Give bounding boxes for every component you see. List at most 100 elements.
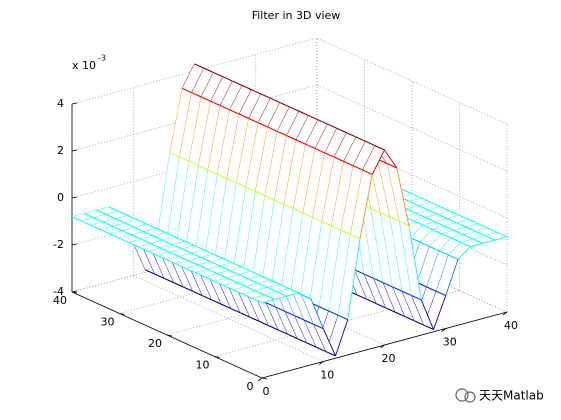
mesh-line-y bbox=[100, 229, 111, 235]
mesh-line-y bbox=[119, 237, 130, 244]
mesh-line-y bbox=[466, 226, 476, 232]
mesh-line-y bbox=[164, 277, 175, 284]
mesh-line-y bbox=[475, 231, 486, 237]
mesh-line-y bbox=[236, 281, 246, 288]
mesh-line-y bbox=[172, 244, 183, 250]
mesh-line-y bbox=[222, 76, 233, 82]
mesh-face bbox=[161, 255, 184, 288]
mesh-line-y bbox=[112, 225, 123, 232]
mesh-line-y bbox=[127, 215, 138, 221]
mesh-face bbox=[328, 230, 351, 316]
mesh-face bbox=[341, 165, 363, 235]
mesh-face bbox=[220, 81, 242, 110]
mesh-line-y bbox=[321, 221, 332, 227]
mesh-line-y bbox=[255, 290, 265, 296]
mesh-face bbox=[179, 92, 202, 162]
mesh-face bbox=[233, 187, 256, 273]
mesh-line-y bbox=[219, 265, 230, 271]
mesh-line-y bbox=[338, 314, 348, 321]
z-tick-label: 4 bbox=[57, 97, 64, 110]
mesh-face bbox=[157, 152, 180, 238]
mesh-face bbox=[210, 76, 233, 106]
mesh-face bbox=[208, 105, 230, 175]
mesh-line-y bbox=[336, 127, 347, 134]
mesh-line-y bbox=[191, 92, 202, 98]
mesh-face bbox=[301, 294, 324, 329]
mesh-line-y bbox=[154, 273, 165, 279]
x-tick-label: 20 bbox=[382, 352, 396, 365]
mesh-line-y bbox=[90, 224, 101, 231]
y-tick bbox=[214, 356, 220, 358]
mesh-face bbox=[353, 141, 375, 171]
mesh-line-y bbox=[376, 303, 387, 309]
mesh-line-x bbox=[470, 242, 483, 248]
y-tick bbox=[119, 313, 125, 315]
mesh-face bbox=[180, 264, 203, 296]
mesh-line-y bbox=[485, 235, 495, 241]
mesh-line-y bbox=[279, 102, 290, 108]
mesh-line-y bbox=[169, 251, 180, 257]
mesh-face bbox=[324, 128, 347, 158]
mesh-line-y bbox=[143, 231, 154, 237]
mesh-line-y bbox=[328, 310, 339, 316]
mesh-line-y bbox=[182, 87, 192, 94]
mesh-line-x bbox=[457, 246, 471, 260]
mesh-line-y bbox=[105, 214, 116, 220]
mesh-line-y bbox=[259, 320, 270, 327]
mesh-line-y bbox=[353, 165, 363, 171]
mesh-face bbox=[274, 135, 297, 205]
x-tick-label: 30 bbox=[443, 336, 457, 349]
mesh-line-y bbox=[207, 268, 218, 275]
mesh-line-y bbox=[478, 223, 489, 229]
mesh-face bbox=[284, 140, 306, 209]
mesh-line-y bbox=[411, 295, 422, 301]
mesh-face bbox=[410, 225, 433, 243]
mesh-line-y bbox=[423, 324, 434, 330]
mesh-line-y bbox=[325, 351, 336, 357]
mesh-line-y bbox=[109, 233, 120, 239]
mesh-line-x bbox=[274, 295, 287, 300]
mesh-line-y bbox=[165, 232, 176, 238]
mesh-line-y bbox=[389, 216, 400, 222]
x-tick bbox=[257, 377, 263, 382]
mesh-line-y bbox=[395, 311, 406, 318]
z-tick-label: 2 bbox=[57, 144, 64, 157]
mesh-line-y bbox=[229, 109, 240, 115]
mesh-line-y bbox=[297, 338, 308, 344]
mesh-line-y bbox=[188, 160, 199, 167]
mesh-line-y bbox=[84, 213, 94, 219]
mesh-face bbox=[296, 115, 318, 145]
mesh-line-y bbox=[387, 163, 397, 169]
mesh-face bbox=[285, 311, 307, 343]
mesh-line-y bbox=[118, 210, 128, 216]
mesh-face bbox=[292, 290, 314, 325]
mesh-line-y bbox=[425, 217, 436, 223]
mesh-line-y bbox=[283, 203, 294, 210]
mesh-line-y bbox=[241, 266, 252, 272]
mesh-line-y bbox=[279, 283, 290, 290]
mesh-line-x bbox=[298, 292, 312, 300]
mesh-line-y bbox=[374, 145, 385, 151]
mesh-line-y bbox=[302, 212, 313, 218]
mesh-line-y bbox=[365, 140, 376, 147]
mesh-line-y bbox=[370, 207, 381, 214]
mesh-line-y bbox=[274, 199, 285, 205]
mesh-line-y bbox=[441, 233, 452, 239]
mesh-line-y bbox=[308, 115, 319, 121]
mesh-line-y bbox=[248, 278, 259, 284]
mesh-face bbox=[312, 152, 335, 222]
mesh-line-y bbox=[270, 279, 280, 285]
mesh-face bbox=[371, 208, 393, 287]
mesh-line-y bbox=[184, 240, 195, 247]
z-scale-label: x 10 bbox=[72, 59, 96, 72]
mesh-line-y bbox=[286, 135, 297, 141]
mesh-line-y bbox=[449, 210, 460, 216]
mesh-line-y bbox=[392, 286, 403, 292]
mesh-line-y bbox=[176, 263, 187, 269]
mesh-line-y bbox=[331, 225, 342, 231]
mesh-face bbox=[399, 221, 422, 300]
mesh-face bbox=[266, 302, 288, 335]
mesh-face bbox=[354, 269, 377, 304]
mesh-face bbox=[267, 102, 290, 132]
mesh-line-y bbox=[315, 148, 325, 154]
